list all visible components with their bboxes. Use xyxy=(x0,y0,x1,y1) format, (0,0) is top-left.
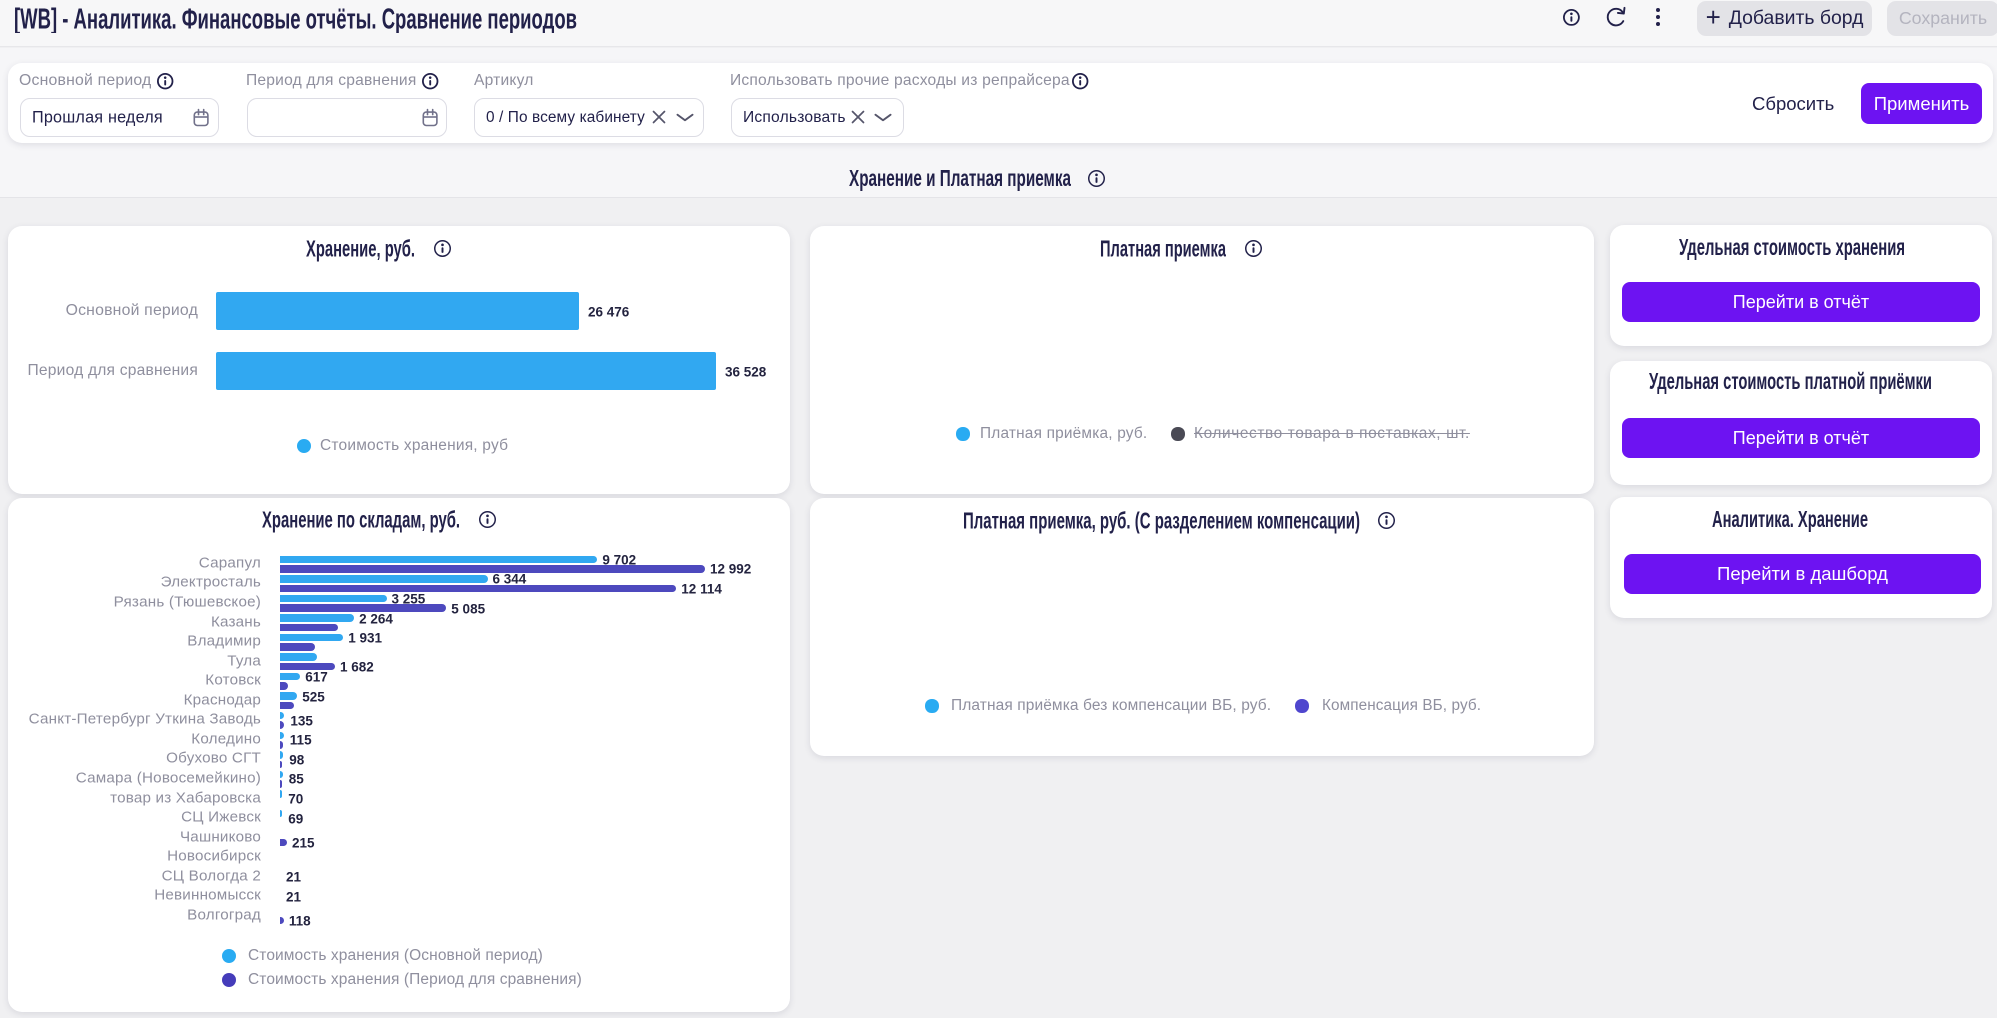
svg-text:[WB] - Аналитика. Финансовые о: [WB] - Аналитика. Финансовые отчёты. Сра… xyxy=(14,3,577,33)
svg-text:Платная приемка, руб. (С разде: Платная приемка, руб. (С разделением ком… xyxy=(963,507,1360,533)
svg-text:Хранение, руб.: Хранение, руб. xyxy=(306,235,415,261)
svg-text:Аналитика. Хранение: Аналитика. Хранение xyxy=(1712,506,1868,532)
svg-text:Хранение по складам, руб.: Хранение по складам, руб. xyxy=(262,506,460,532)
svg-text:Платная приемка: Платная приемка xyxy=(1100,235,1226,261)
svg-text:Хранение и Платная приемка: Хранение и Платная приемка xyxy=(849,165,1071,191)
svg-text:Удельная стоимость хранения: Удельная стоимость хранения xyxy=(1679,234,1905,260)
svg-text:Удельная стоимость платной при: Удельная стоимость платной приёмки xyxy=(1649,368,1932,394)
